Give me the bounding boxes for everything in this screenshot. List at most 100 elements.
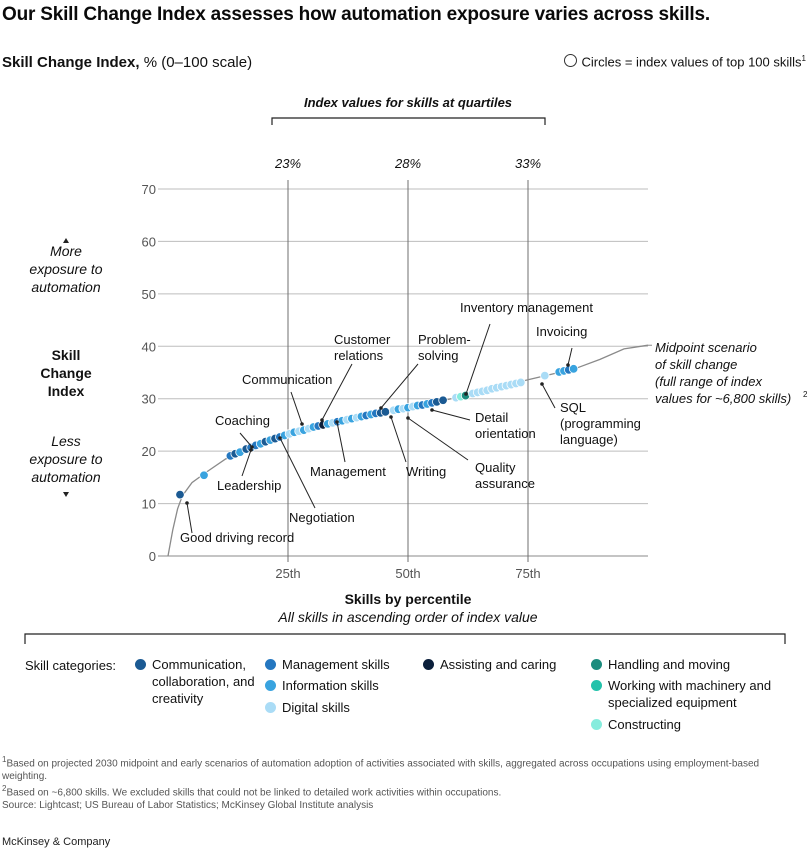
annotation-leader bbox=[431, 409, 471, 421]
annotation-arrowhead bbox=[406, 416, 410, 420]
legend-swatch bbox=[423, 659, 434, 670]
annotation-leader bbox=[567, 347, 573, 366]
data-point-digi bbox=[540, 370, 550, 381]
curve-label: Midpoint scenario of skill change (full ra… bbox=[655, 340, 791, 406]
legend-label: Communication, collaboration, and creati… bbox=[152, 657, 255, 706]
annotation-label: Writing bbox=[406, 464, 446, 479]
annotation-label: Coaching bbox=[215, 413, 270, 428]
down-arrow-icon bbox=[63, 492, 69, 497]
legend-label: Handling and moving bbox=[608, 657, 731, 672]
legend-item-hand: Handling and moving bbox=[591, 656, 781, 673]
chart-subtitle: Skill Change Index, % (0–100 scale) bbox=[2, 54, 252, 71]
y-tick-label: 50 bbox=[142, 287, 156, 302]
annotation-arrowhead bbox=[185, 501, 189, 505]
annotation-label: Leadership bbox=[217, 478, 281, 493]
footnote-text: Based on ~6,800 skills. We excluded skil… bbox=[6, 787, 502, 799]
annotation-arrowhead bbox=[278, 436, 282, 440]
annotation-arrowhead bbox=[430, 408, 434, 412]
annotation-arrowhead bbox=[566, 363, 570, 367]
footnote-ref-1: 1 bbox=[801, 54, 806, 63]
circle-legend-note: Circles = index values of top 100 skills… bbox=[563, 54, 806, 70]
legend-item-mach: Working with machinery and specialized e… bbox=[591, 677, 781, 711]
subtitle-bold: Skill Change Index, bbox=[2, 54, 140, 71]
y-tick-label: 60 bbox=[142, 234, 156, 249]
x-tick-label: 75th bbox=[515, 566, 540, 581]
annotation-arrowhead bbox=[250, 445, 254, 449]
legend-label: Information skills bbox=[282, 678, 379, 693]
legend-item-comm: Communication, collaboration, and creati… bbox=[135, 656, 260, 707]
legend-item-digi: Digital skills bbox=[265, 699, 455, 716]
quartile-value-label: 23% bbox=[274, 156, 301, 171]
annotation-arrowhead bbox=[379, 406, 383, 410]
brand-footer: McKinsey & Company bbox=[2, 836, 111, 848]
annotation-leader bbox=[279, 437, 316, 509]
annotation-leader bbox=[186, 502, 193, 534]
annotation-label: Communication bbox=[242, 372, 332, 387]
annotation-leader bbox=[336, 421, 346, 463]
annotation-label: Invoicing bbox=[536, 324, 587, 339]
annotation-label: Customer relations bbox=[334, 332, 391, 363]
legend-label: Assisting and caring bbox=[440, 657, 557, 672]
footnotes: 1Based on projected 2030 midpoint and ea… bbox=[2, 754, 792, 813]
annotation-leader bbox=[290, 391, 303, 425]
footnote-text: Source: Lightcast; US Bureau of Labor St… bbox=[2, 800, 374, 812]
legend-swatch bbox=[591, 719, 602, 730]
annotation-arrowhead bbox=[300, 422, 304, 426]
annotation-label: Quality assurance bbox=[475, 460, 535, 491]
footnote: 2Based on ~6,800 skills. We excluded ski… bbox=[2, 783, 792, 800]
annotation-leader bbox=[239, 432, 253, 448]
circle-legend-text: Circles = index values of top 100 skills bbox=[581, 54, 802, 70]
footnote-marker: 1 bbox=[2, 755, 7, 764]
quartile-value-label: 28% bbox=[394, 156, 421, 171]
annotation-label: Negotiation bbox=[289, 510, 355, 525]
footnote-text: Based on projected 2030 midpoint and ear… bbox=[2, 758, 760, 782]
annotation-arrowhead bbox=[540, 382, 544, 386]
up-arrow-icon bbox=[63, 238, 69, 243]
y-axis-label: Skill Change Index bbox=[40, 347, 92, 399]
x-tick-label: 25th bbox=[275, 566, 300, 581]
x-axis-label: Skills by percentile bbox=[345, 591, 472, 607]
annotation-leader bbox=[390, 416, 407, 463]
annotation-label: Management bbox=[310, 464, 386, 479]
data-point-digi bbox=[516, 377, 526, 388]
y-tick-label: 10 bbox=[142, 497, 156, 512]
legend-bracket bbox=[24, 633, 786, 644]
annotation-arrowhead bbox=[249, 448, 253, 452]
y-label-lower: Less exposure to automation bbox=[29, 433, 102, 485]
footnote: 1Based on projected 2030 midpoint and ea… bbox=[2, 754, 792, 783]
annotation-leader bbox=[465, 323, 491, 395]
skill-change-chart: 0 10 20 30 40 50 60 70 23% 28% 33% 25th 50th 75th Inde… bbox=[24, 95, 808, 644]
legend-item-care: Assisting and caring bbox=[423, 656, 613, 673]
annotation-label: Good driving record bbox=[180, 530, 294, 545]
legend-swatch bbox=[265, 680, 276, 691]
data-point-info bbox=[568, 364, 579, 374]
annotation-leader bbox=[321, 363, 353, 421]
data-point-info bbox=[199, 470, 209, 480]
legend-swatch bbox=[591, 680, 602, 691]
y-label-upper: More exposure to automation bbox=[29, 243, 102, 295]
y-tick-label: 30 bbox=[142, 392, 156, 407]
annotation-leader bbox=[241, 449, 252, 477]
annotation-arrowhead bbox=[320, 418, 324, 422]
legend-swatch bbox=[591, 659, 602, 670]
legend-swatch bbox=[135, 659, 146, 670]
annotation-label: SQL (programming language) bbox=[560, 400, 641, 447]
annotation-arrowhead bbox=[335, 420, 339, 424]
category-legend-label: Skill categories: bbox=[25, 658, 117, 673]
legend-item-info: Information skills bbox=[265, 677, 455, 694]
y-tick-label: 20 bbox=[142, 444, 156, 459]
annotation-leader bbox=[380, 363, 419, 409]
quartiles-title: Index values for skills at quartiles bbox=[304, 95, 512, 110]
page-title: Our Skill Change Index assesses how auto… bbox=[2, 4, 710, 25]
legend-swatch bbox=[265, 702, 276, 713]
annotation-label: Inventory management bbox=[460, 300, 593, 315]
quartiles-bracket bbox=[271, 117, 546, 125]
legend-item-mgmt: Management skills bbox=[265, 656, 455, 673]
annotation-leader bbox=[541, 383, 556, 409]
annotation-arrowhead bbox=[389, 415, 393, 419]
footnote: Source: Lightcast; US Bureau of Labor St… bbox=[2, 800, 792, 813]
y-tick-label: 40 bbox=[142, 339, 156, 354]
annotation-arrowhead bbox=[464, 392, 468, 396]
legend-label: Digital skills bbox=[282, 700, 350, 715]
x-axis-sublabel: All skills in ascending order of index v… bbox=[277, 609, 537, 625]
